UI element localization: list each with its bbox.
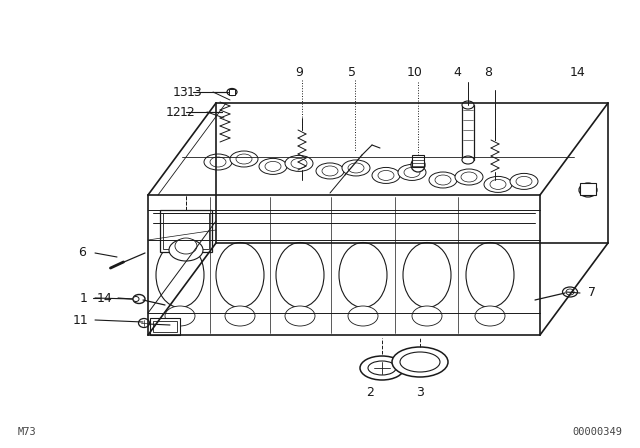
Ellipse shape xyxy=(285,306,315,326)
Ellipse shape xyxy=(133,294,145,303)
Text: 3: 3 xyxy=(416,385,424,399)
Text: 2: 2 xyxy=(366,385,374,399)
Ellipse shape xyxy=(490,179,506,190)
Ellipse shape xyxy=(227,89,237,95)
Bar xyxy=(153,321,177,332)
Ellipse shape xyxy=(566,289,574,295)
Text: 5: 5 xyxy=(348,66,356,79)
Ellipse shape xyxy=(360,356,404,380)
Text: 9: 9 xyxy=(295,66,303,79)
Text: 12: 12 xyxy=(180,105,196,119)
Ellipse shape xyxy=(169,239,203,261)
Ellipse shape xyxy=(236,154,252,164)
Ellipse shape xyxy=(348,306,378,326)
Ellipse shape xyxy=(403,242,451,307)
Ellipse shape xyxy=(265,161,281,172)
Text: 11: 11 xyxy=(72,314,88,327)
Ellipse shape xyxy=(339,242,387,307)
Ellipse shape xyxy=(285,155,313,172)
Ellipse shape xyxy=(322,166,338,176)
Text: 14: 14 xyxy=(96,292,112,305)
Text: 7: 7 xyxy=(588,287,596,300)
Bar xyxy=(462,105,474,160)
Ellipse shape xyxy=(455,169,483,185)
Ellipse shape xyxy=(392,347,448,377)
Ellipse shape xyxy=(461,172,477,182)
Ellipse shape xyxy=(516,177,532,186)
Text: 10: 10 xyxy=(407,66,423,79)
Bar xyxy=(229,89,235,95)
Text: 8: 8 xyxy=(484,66,492,79)
Ellipse shape xyxy=(204,154,232,170)
Bar xyxy=(412,155,424,167)
Ellipse shape xyxy=(563,287,577,297)
Text: 1: 1 xyxy=(80,292,88,305)
Text: M73: M73 xyxy=(18,427,36,437)
Text: 12: 12 xyxy=(165,105,181,119)
Ellipse shape xyxy=(435,175,451,185)
Text: 4: 4 xyxy=(453,66,461,79)
Bar xyxy=(163,213,209,249)
Ellipse shape xyxy=(348,163,364,173)
Text: 00000349: 00000349 xyxy=(572,427,622,437)
Ellipse shape xyxy=(510,173,538,190)
Ellipse shape xyxy=(368,361,396,375)
Ellipse shape xyxy=(398,164,426,181)
Ellipse shape xyxy=(225,306,255,326)
Ellipse shape xyxy=(378,170,394,181)
Bar xyxy=(160,210,212,252)
Ellipse shape xyxy=(138,319,150,327)
Ellipse shape xyxy=(462,101,474,109)
Text: 13: 13 xyxy=(187,86,203,99)
Ellipse shape xyxy=(259,159,287,174)
Ellipse shape xyxy=(165,306,195,326)
Ellipse shape xyxy=(316,163,344,179)
Ellipse shape xyxy=(291,159,307,168)
Text: 14: 14 xyxy=(570,66,586,79)
Text: 6: 6 xyxy=(78,246,86,259)
Ellipse shape xyxy=(475,306,505,326)
Ellipse shape xyxy=(400,352,440,372)
Ellipse shape xyxy=(411,158,425,172)
Ellipse shape xyxy=(175,238,197,254)
Ellipse shape xyxy=(156,242,204,307)
Ellipse shape xyxy=(230,151,258,167)
Ellipse shape xyxy=(342,160,370,176)
Ellipse shape xyxy=(372,168,400,183)
Ellipse shape xyxy=(133,297,139,302)
Ellipse shape xyxy=(210,157,226,167)
Ellipse shape xyxy=(579,183,597,197)
Bar xyxy=(580,183,596,195)
Ellipse shape xyxy=(484,177,512,192)
Text: 13: 13 xyxy=(172,86,188,99)
Ellipse shape xyxy=(412,306,442,326)
Ellipse shape xyxy=(404,168,420,177)
Ellipse shape xyxy=(462,156,474,164)
Bar xyxy=(150,318,180,335)
Ellipse shape xyxy=(276,242,324,307)
Ellipse shape xyxy=(466,242,514,307)
Ellipse shape xyxy=(429,172,457,188)
Ellipse shape xyxy=(216,242,264,307)
